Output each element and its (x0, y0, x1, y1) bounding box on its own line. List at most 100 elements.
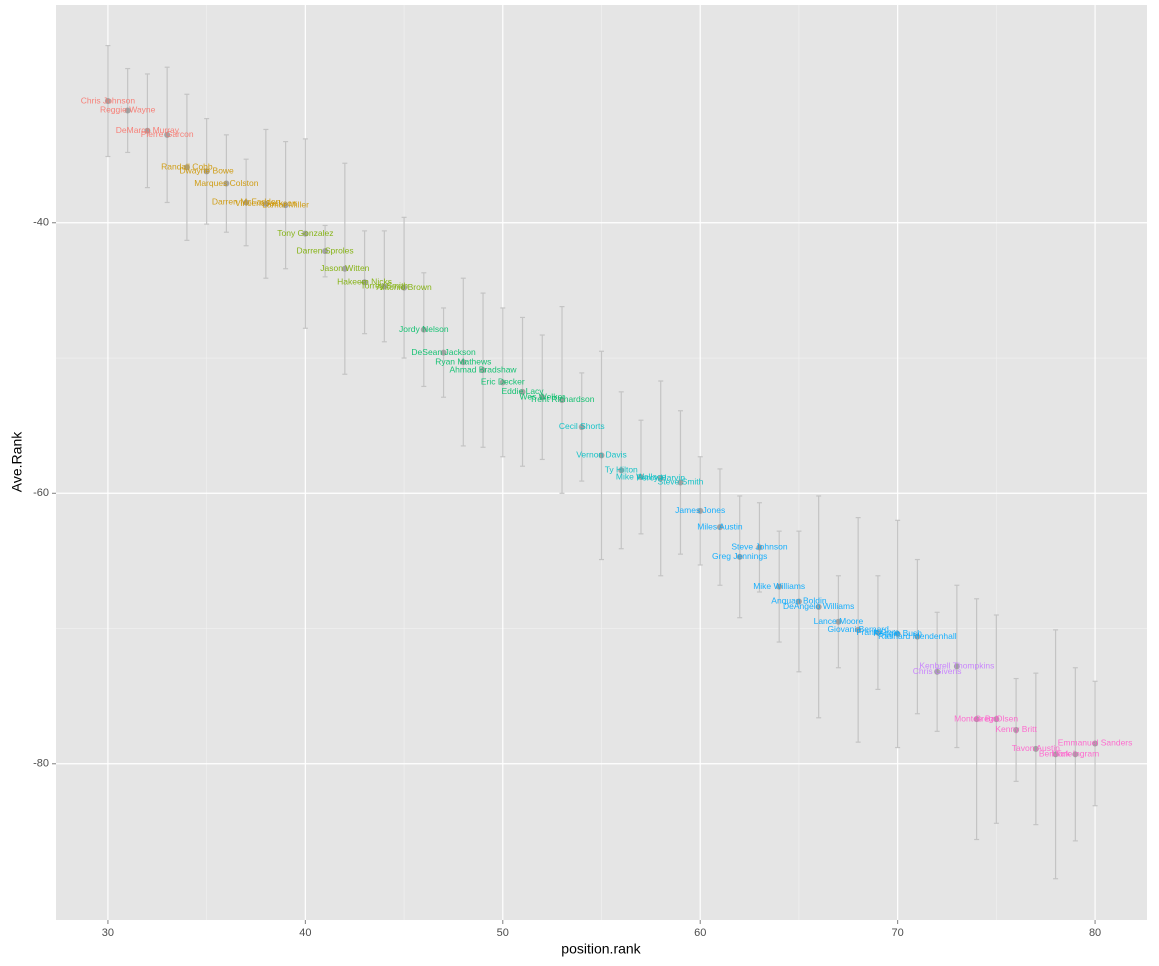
point-label: Montee Ball (954, 713, 999, 723)
point-label: Jordy Nelson (399, 324, 449, 334)
point (1013, 726, 1020, 733)
point (361, 279, 368, 286)
point (657, 475, 664, 482)
point (440, 349, 447, 356)
point (539, 394, 546, 401)
point (322, 248, 329, 255)
point-label: Darren McFadden (212, 197, 281, 207)
point-label: Lamar Miller (262, 199, 309, 209)
x-tick-label: 70 (892, 927, 904, 939)
point-label: Reggie Wayne (100, 105, 156, 115)
point-label: Darren Sproles (297, 245, 354, 255)
point-label: Dwayne Bowe (179, 166, 234, 176)
point-label: Anquan Boldin (771, 596, 827, 606)
point-label: Miles Austin (697, 521, 743, 531)
point (420, 326, 427, 333)
point (934, 668, 941, 675)
point-label: Frank Gore (856, 627, 899, 637)
point (183, 164, 190, 171)
point-label: Tavon Austin (1012, 743, 1060, 753)
x-tick-label: 30 (102, 927, 114, 939)
point-label: Greg Olsen (975, 713, 1019, 723)
point (302, 230, 309, 237)
point (677, 479, 684, 486)
point-label: Giovani Bernard (827, 624, 889, 634)
point (519, 388, 526, 395)
point (598, 452, 605, 459)
point-label: Antonio Brown (376, 282, 432, 292)
point (164, 131, 171, 138)
point (1072, 751, 1079, 758)
x-tick-label: 50 (497, 927, 509, 939)
point (401, 284, 408, 291)
y-axis-title: Ave.Rank (9, 431, 25, 492)
point-label: Rashard Mendenhall (878, 631, 957, 641)
point-label: Marques Colston (194, 178, 259, 188)
point (795, 598, 802, 605)
point (1092, 740, 1099, 747)
point (1052, 751, 1059, 758)
y-tick-label: -80 (33, 758, 49, 770)
point (124, 107, 131, 114)
point (953, 663, 960, 670)
point-label: Torrey Smith (360, 281, 408, 291)
point (736, 553, 743, 560)
point-label: DeSean Jackson (411, 347, 476, 357)
point-label: Hakeem Nicks (337, 277, 392, 287)
point-label: Kenny Britt (995, 724, 1037, 734)
x-tick-label: 40 (299, 927, 311, 939)
point-label: Mike Williams (753, 581, 805, 591)
point-label: Percy Harvin (636, 473, 685, 483)
point (697, 507, 704, 514)
point-label: Tony Gonzalez (277, 228, 333, 238)
point-label: Vernon Davis (576, 450, 627, 460)
point-label: Chris Johnson (81, 95, 136, 105)
point-label: Wes Welker (520, 391, 566, 401)
point (223, 180, 230, 187)
point-label: Eddie Lacy (501, 386, 544, 396)
point-label: Randall Cobb (161, 162, 213, 172)
x-axis-title: position.rank (561, 941, 641, 957)
point-label: Mike Wallace (616, 471, 666, 481)
point (914, 633, 921, 640)
point (855, 626, 862, 633)
point-label: Ben Tate (1039, 749, 1073, 759)
point-label: Emmanuel Sanders (1058, 738, 1133, 748)
point-label: Ty Hilton (605, 465, 638, 475)
point (578, 423, 585, 430)
point-label: Cecil Shorts (559, 421, 605, 431)
point (104, 98, 111, 105)
point (144, 127, 151, 134)
point (874, 629, 881, 636)
point-label: Lance Moore (814, 616, 864, 626)
point-label: Ryan Mathews (435, 356, 491, 366)
point-label: Trent Richardson (530, 394, 595, 404)
point-label: James Jones (675, 505, 725, 515)
y-tick-label: -40 (33, 217, 49, 229)
point-label: Steve Smith (658, 477, 704, 487)
point (480, 367, 487, 374)
point (618, 467, 625, 474)
point (716, 524, 723, 531)
point (460, 359, 467, 366)
y-tick-label: -60 (33, 487, 49, 499)
point-label: Vincent Jackson (235, 198, 297, 208)
x-tick-label: 60 (694, 927, 706, 939)
point (815, 603, 822, 610)
point-label: DeAngelo Williams (783, 601, 854, 611)
point (637, 474, 644, 481)
point-label: Ahmad Bradshaw (449, 364, 517, 374)
point (894, 630, 901, 637)
point (756, 544, 763, 551)
point-label: Reggie Bush (873, 628, 922, 638)
point-label: Steve Johnson (731, 542, 788, 552)
point (1032, 745, 1039, 752)
point (559, 396, 566, 403)
point (499, 379, 506, 386)
point (776, 583, 783, 590)
point (262, 200, 269, 207)
point (835, 618, 842, 625)
point-label: DeMarco Murray (116, 125, 180, 135)
x-tick-label: 80 (1089, 927, 1101, 939)
